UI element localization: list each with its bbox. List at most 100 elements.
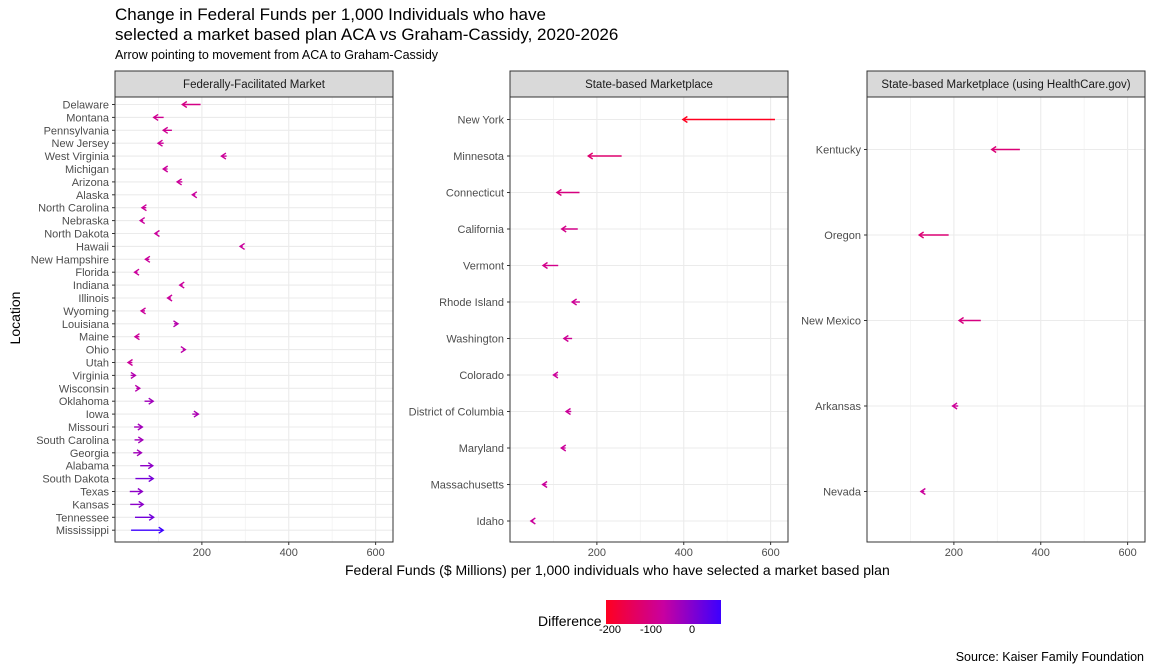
legend-tick: -200 [598, 624, 622, 636]
category-label: Michigan [65, 164, 109, 176]
arrow-head [681, 115, 688, 124]
arrow-head [586, 152, 594, 160]
category-label: West Virginia [45, 151, 110, 163]
facet-strip-label: State-based Marketplace (using HealthCar… [881, 79, 1130, 91]
arrow-head [134, 384, 142, 392]
arrow-head [161, 126, 169, 134]
arrow-head [560, 225, 567, 233]
x-tick-label: 600 [761, 547, 779, 559]
category-label: Tennessee [56, 512, 109, 524]
category-label: California [458, 224, 505, 236]
arrow-head [564, 407, 571, 416]
category-label: Delaware [63, 100, 109, 112]
arrow-head [541, 480, 548, 489]
arrow-head [529, 517, 536, 525]
facet-strip [114, 70, 394, 98]
arrow-head [136, 449, 143, 457]
category-label: Indiana [73, 280, 110, 292]
category-label: District of Columbia [409, 407, 505, 419]
category-label: New Jersey [52, 138, 110, 150]
category-label: Montana [66, 112, 110, 124]
category-label: Colorado [459, 370, 504, 382]
arrow-head [152, 113, 159, 121]
arrow-head [220, 152, 227, 160]
category-label: Arkansas [815, 401, 861, 413]
category-label: Pennsylvania [44, 125, 110, 137]
chart-subtitle: Arrow pointing to movement from ACA to G… [115, 48, 439, 62]
arrow-head [180, 346, 187, 354]
arrow-head [990, 145, 997, 154]
category-label: Wisconsin [59, 383, 109, 395]
facet-strip-label: Federally-Facilitated Market [183, 79, 326, 91]
arrow-head [139, 307, 146, 315]
facet-strip-label: State-based Marketplace [585, 79, 713, 91]
arrow-head [137, 423, 144, 431]
category-label: Hawaii [76, 241, 109, 253]
arrow-head [541, 261, 548, 270]
category-label: South Dakota [42, 474, 110, 486]
category-label: South Carolina [36, 435, 110, 447]
arrow-head [137, 487, 144, 496]
category-label: Alaska [76, 190, 110, 202]
arrow-head [552, 371, 559, 379]
category-label: Alabama [66, 461, 110, 473]
x-tick-label: 600 [366, 547, 384, 559]
arrow-head [570, 298, 578, 306]
arrow-head [133, 333, 140, 341]
category-label: Maine [79, 332, 109, 344]
category-label: North Carolina [38, 203, 110, 215]
category-label: Wyoming [63, 306, 109, 318]
arrow-head [161, 165, 169, 173]
x-tick-label: 400 [675, 547, 693, 559]
category-label: Arizona [72, 177, 110, 189]
category-label: Washington [446, 334, 504, 346]
category-label: Illinois [78, 293, 109, 305]
panel-border [866, 96, 1146, 543]
category-label: Utah [86, 358, 109, 370]
category-label: Idaho [476, 516, 504, 528]
arrow-head [148, 475, 155, 483]
category-label: Connecticut [446, 188, 504, 200]
arrow-head [173, 320, 180, 328]
legend-title: Difference [538, 613, 602, 629]
arrow-head [181, 100, 188, 109]
x-tick-label: 200 [945, 547, 963, 559]
arrow-head [919, 487, 926, 496]
source-note: Source: Kaiser Family Foundation [955, 650, 1144, 664]
arrow-head [148, 513, 155, 521]
category-label: Texas [80, 487, 109, 499]
arrow-head [562, 334, 569, 343]
arrow-head [158, 526, 165, 534]
legend-tick: -100 [639, 624, 663, 636]
arrow-head [137, 436, 145, 444]
arrow-head [166, 294, 173, 302]
category-label: North Dakota [44, 229, 110, 241]
category-label: New Mexico [801, 316, 861, 328]
arrow-head [153, 229, 160, 238]
category-label: Ohio [86, 345, 109, 357]
arrow-head [148, 397, 155, 405]
arrow-head [126, 358, 133, 367]
x-tick-label: 200 [588, 547, 606, 559]
category-label: Vermont [463, 261, 504, 273]
arrow-head [191, 191, 198, 199]
arrow-head [147, 462, 155, 470]
panel-border [509, 96, 789, 543]
arrow-head [138, 217, 146, 225]
category-label: Missouri [68, 422, 109, 434]
category-label: Rhode Island [439, 297, 504, 309]
category-label: Iowa [86, 409, 110, 421]
category-label: Georgia [70, 448, 110, 460]
x-axis-label: Federal Funds ($ Millions) per 1,000 ind… [345, 562, 890, 578]
arrow-head [133, 268, 140, 276]
category-label: Nebraska [62, 216, 110, 228]
arrow-head [951, 402, 958, 410]
category-label: Nevada [823, 487, 862, 499]
legend-colorbar [606, 600, 721, 624]
category-label: Maryland [459, 443, 504, 455]
chart-title: Change in Federal Funds per 1,000 Indivi… [115, 5, 619, 44]
arrow-head [178, 281, 185, 289]
panel-border [114, 96, 394, 543]
x-tick-label: 600 [1118, 547, 1136, 559]
